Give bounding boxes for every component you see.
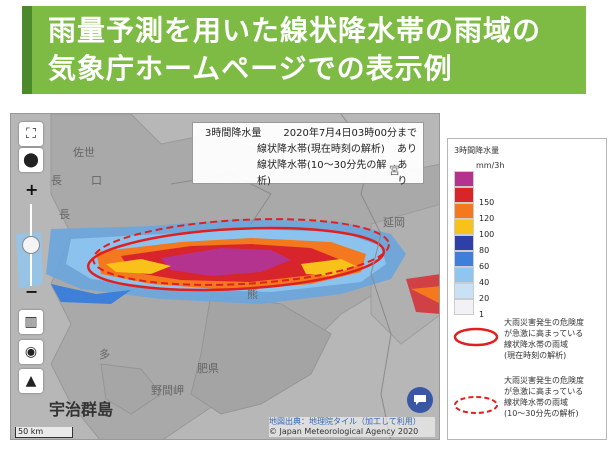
legend-swatch: [454, 235, 474, 251]
legend-item-current-line: 大雨災害発生の危険度: [504, 318, 584, 327]
legend-panel: 3時間降水量 mm/3h 150 120 100 80 60 40 20 1 大雨災害発生の危…: [447, 138, 607, 440]
info-row1-label: 線状降水帯(現在時刻の解析): [257, 144, 385, 155]
legend-item-current: 大雨災害発生の危険度 が急激に高まっている 線状降水帯の雨域 (現在時刻の解析): [504, 317, 584, 361]
location-button[interactable]: ⬤: [19, 148, 43, 172]
slide-title-banner: 雨量予測を用いた線状降水帯の雨域の 気象庁ホームページでの表示例: [22, 6, 586, 94]
location-pin-icon: ⬤: [23, 152, 39, 168]
legend-item-current-line: 線状降水帯の雨域: [504, 340, 568, 349]
legend-item-forecast-line: 線状降水帯の雨域: [504, 398, 568, 407]
legend-swatch: [454, 267, 474, 283]
legend-tick-label: 150: [479, 198, 495, 207]
precipitation-map[interactable]: ⛶ ⬤ + − ▥ ◉ ▲ 3時間降水量 2020年7月4日03時00分まで 線…: [10, 113, 440, 440]
zoom-out-button[interactable]: −: [25, 282, 39, 301]
legend-tick-label: 40: [479, 278, 490, 287]
fullscreen-icon: ⛶: [26, 126, 36, 142]
credit-copyright: © Japan Meteorological Agency 2020: [269, 427, 419, 436]
legend-tick-label: 80: [479, 246, 490, 255]
legend-title: 3時間降水量: [454, 146, 500, 155]
legend-tick-label: 100: [479, 230, 495, 239]
scale-bar: 50 km: [15, 427, 73, 438]
place-label: 佐世: [73, 146, 95, 159]
legend-item-forecast: 大雨災害発生の危険度 が急激に高まっている 線状降水帯の雨域 (10～30分先の…: [504, 375, 584, 419]
feedback-button[interactable]: [407, 387, 433, 413]
zoom-in-button[interactable]: +: [25, 180, 39, 199]
legend-swatch: [454, 251, 474, 267]
legend-swatch: [454, 219, 474, 235]
place-label: 多: [99, 348, 110, 361]
legend-unit: mm/3h: [476, 161, 505, 170]
precipitation-info-box: 3時間降水量 2020年7月4日03時00分まで 線状降水帯(現在時刻の解析) …: [192, 122, 424, 187]
legend-item-current-line: が急激に高まっている: [504, 329, 584, 338]
legend-swatch: [454, 203, 474, 219]
legend-swatch: [454, 187, 474, 203]
place-label: 長: [59, 208, 70, 221]
precipitation-toggle-button[interactable]: ◉: [19, 340, 43, 364]
title-line-2: 気象庁ホームページでの表示例: [48, 52, 453, 85]
info-datetime: 2020年7月4日03時00分まで: [283, 128, 417, 139]
place-label: 長: [51, 174, 62, 187]
legend-tick-label: 120: [479, 214, 495, 223]
legend-tick-label: 20: [479, 294, 490, 303]
legend-tick-label: 1: [479, 310, 485, 319]
info-row2-value: あり: [397, 160, 408, 187]
mountain-icon: ▲: [25, 373, 37, 389]
fullscreen-button[interactable]: ⛶: [19, 122, 43, 146]
legend-item-current-line: (現在時刻の解析): [504, 351, 567, 360]
dashed-ellipse-icon: [454, 396, 498, 414]
legend-item-forecast-line: (10～30分先の解析): [504, 409, 579, 418]
place-label: 延岡: [383, 216, 405, 229]
legend-item-forecast-line: 大雨災害発生の危険度: [504, 376, 584, 385]
legend-swatch: [454, 299, 474, 315]
feedback-icon: [414, 395, 426, 405]
info-title: 3時間降水量: [205, 128, 262, 139]
solid-ellipse-icon: [453, 327, 499, 347]
place-label: 野間岬: [151, 384, 184, 397]
legend-swatch: [454, 171, 474, 187]
place-label: 肥県: [197, 362, 219, 375]
info-row2-label: 線状降水帯(10～30分先の解析): [257, 160, 387, 187]
legend-tick-label: 60: [479, 262, 490, 271]
zoom-slider-handle[interactable]: [22, 236, 40, 254]
legend-item-forecast-line: が急激に高まっている: [504, 387, 584, 396]
water-drop-icon: ◉: [24, 344, 38, 360]
credit-source-link[interactable]: 地図出典：地理院タイル（加工して利用）: [269, 417, 421, 426]
place-label: 口: [91, 174, 102, 187]
place-label-islands: 宇治群島: [49, 400, 114, 419]
map-layers-icon: ▥: [24, 314, 38, 330]
legend-swatch: [454, 283, 474, 299]
title-line-1: 雨量予測を用いた線状降水帯の雨域の: [48, 14, 542, 47]
terrain-toggle-button[interactable]: ▲: [19, 369, 43, 393]
place-label: 宮: [389, 164, 400, 177]
place-label: 熊: [247, 288, 258, 301]
map-credit: 地図出典：地理院タイル（加工して利用） © Japan Meteorologic…: [269, 417, 435, 437]
layers-button[interactable]: ▥: [19, 310, 43, 334]
info-row1-value: あり: [397, 144, 417, 155]
